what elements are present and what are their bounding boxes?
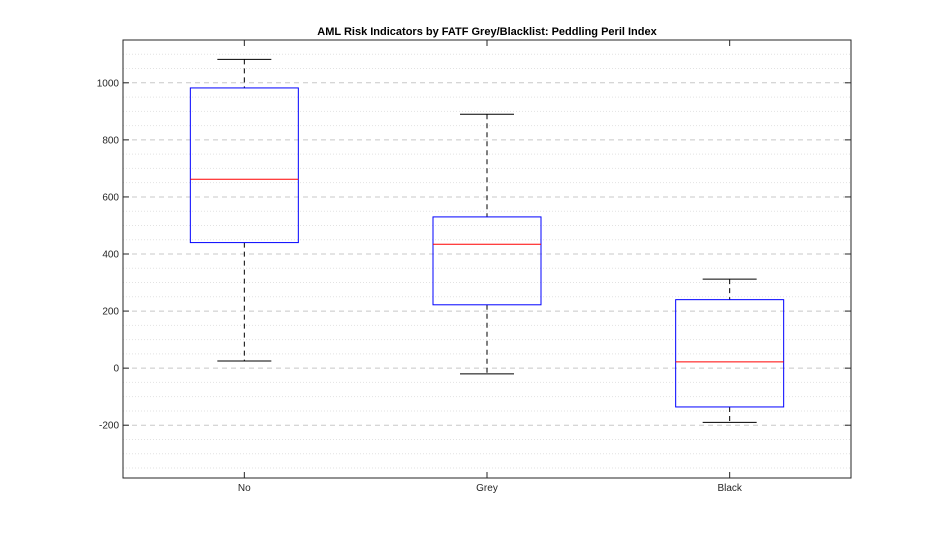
iqr-box: [189, 87, 299, 244]
x-axis: No Grey Black: [238, 40, 743, 494]
y-tick-label: 0: [113, 364, 119, 375]
boxes: [189, 58, 785, 423]
iqr-box: [675, 299, 785, 408]
x-tick-label: Black: [717, 483, 742, 494]
box-black: [675, 278, 785, 423]
y-tick-label: 800: [102, 135, 119, 146]
box-no: [189, 58, 299, 362]
y-tick-label: -200: [99, 421, 119, 432]
y-tick-label: 200: [102, 307, 119, 318]
y-tick-label: 1000: [97, 78, 120, 89]
x-tick-label: No: [238, 483, 251, 494]
y-tick-label: 400: [102, 250, 119, 261]
y-axis: -200 0 200 400 600 800 1000: [97, 78, 851, 432]
x-tick-label: Grey: [476, 483, 498, 494]
y-tick-label: 600: [102, 192, 119, 203]
chart-title: AML Risk Indicators by FATF Grey/Blackli…: [317, 26, 657, 38]
box-grey: [432, 113, 542, 375]
plot-area: [122, 39, 852, 479]
iqr-box: [432, 216, 542, 306]
grid-lines: [123, 39, 851, 469]
